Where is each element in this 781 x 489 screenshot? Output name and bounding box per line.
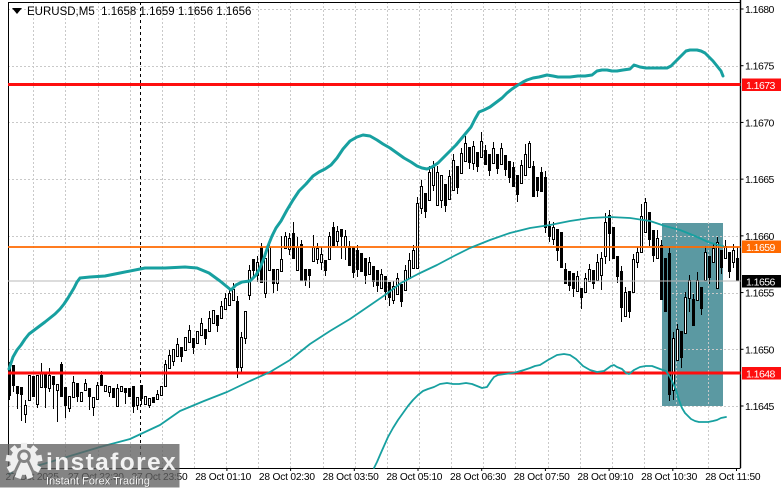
svg-text:28 Oct 11:50: 28 Oct 11:50 xyxy=(705,472,761,483)
svg-text:EURUSD,M5 1.1658 1.1659 1.165: EURUSD,M5 1.1658 1.1659 1.1656 1.1656 xyxy=(27,6,251,18)
svg-text:28 Oct 05:10: 28 Oct 05:10 xyxy=(386,472,442,483)
svg-text:1.1670: 1.1670 xyxy=(745,117,775,129)
svg-text:1.1680: 1.1680 xyxy=(745,4,775,16)
svg-text:28 Oct 09:10: 28 Oct 09:10 xyxy=(577,472,633,483)
svg-text:1.1660: 1.1660 xyxy=(745,231,775,243)
svg-text:1.1650: 1.1650 xyxy=(745,344,775,356)
svg-text:1.1673: 1.1673 xyxy=(746,80,776,92)
svg-text:1.1655: 1.1655 xyxy=(745,288,775,300)
svg-text:28 Oct 10:30: 28 Oct 10:30 xyxy=(641,472,697,483)
svg-text:Instant Forex Trading: Instant Forex Trading xyxy=(46,476,150,488)
svg-text:28 Oct 03:50: 28 Oct 03:50 xyxy=(323,472,379,483)
svg-text:1.1648: 1.1648 xyxy=(746,369,776,381)
svg-text:1.1675: 1.1675 xyxy=(745,61,775,73)
svg-text:28 Oct 01:10: 28 Oct 01:10 xyxy=(195,472,251,483)
svg-text:1.1665: 1.1665 xyxy=(745,174,775,186)
svg-text:28 Oct 02:30: 28 Oct 02:30 xyxy=(259,472,315,483)
svg-text:Instant Forex Trading: Instant Forex Trading xyxy=(47,476,151,488)
svg-text:1.1659: 1.1659 xyxy=(746,242,776,254)
svg-text:1.1645: 1.1645 xyxy=(745,401,775,413)
svg-text:28 Oct 07:50: 28 Oct 07:50 xyxy=(514,472,570,483)
svg-text:1.1656: 1.1656 xyxy=(746,277,776,289)
svg-text:instaforex: instaforex xyxy=(46,449,177,476)
svg-text:28 Oct 06:30: 28 Oct 06:30 xyxy=(450,472,506,483)
